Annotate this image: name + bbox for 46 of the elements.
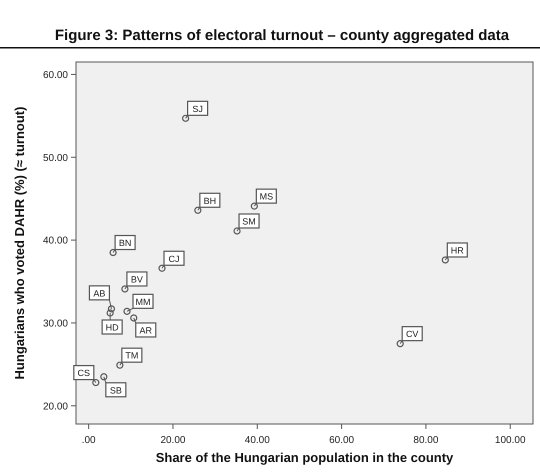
y-tick-label: 40.00 (42, 236, 68, 247)
point (130, 314, 138, 322)
point (442, 256, 449, 264)
annotation: SM (242, 216, 256, 226)
y-tick-label: 20.00 (42, 401, 68, 412)
point (123, 308, 131, 315)
annotation: CJ (168, 254, 180, 264)
annotation: AR (140, 325, 153, 336)
point (121, 285, 129, 293)
y-tick-label: 30.00 (42, 318, 68, 330)
chart-title: Figure 3: Patterns of electoral turnout – county aggregated data (54, 27, 510, 44)
annotation: CS (78, 368, 90, 378)
x-tick-label: 60.00 (329, 435, 355, 446)
annotation: BH (204, 196, 216, 206)
y-tick-label: 60.00 (42, 70, 68, 81)
x-tick-label: 100.00 (494, 435, 526, 446)
point (182, 114, 190, 122)
x-tick-label: 80.00 (413, 435, 439, 446)
annotation: MS (260, 192, 274, 202)
annotation: CV (406, 329, 418, 340)
point (92, 378, 100, 386)
annotation: BN (118, 238, 132, 248)
x-tick-label: 20.00 (160, 435, 186, 446)
annotation: MM (136, 296, 151, 307)
x-axis-title: Share of the Hungarian population in the county (156, 450, 454, 465)
point (396, 340, 404, 348)
point (250, 202, 258, 210)
x-tick-label: .00 (82, 435, 96, 446)
annotation: HD (106, 322, 120, 332)
y-axis-title: Hungarians who voted DAHR (%) (≈ turnout) (12, 106, 27, 380)
annotation: HR (450, 245, 464, 256)
annotation: AB (93, 288, 106, 298)
x-tick-label: 40.00 (244, 435, 270, 446)
y-tick-label: 50.00 (42, 152, 68, 164)
annotation: SB (110, 385, 122, 396)
point (106, 309, 114, 317)
point (108, 305, 116, 312)
annotation: BV (130, 274, 143, 284)
point (233, 227, 241, 235)
point (100, 373, 108, 380)
point (194, 206, 202, 214)
point (110, 248, 117, 256)
annotation: TM (125, 350, 138, 361)
annotation: SJ (192, 104, 203, 114)
point (158, 264, 166, 272)
point (116, 362, 124, 369)
